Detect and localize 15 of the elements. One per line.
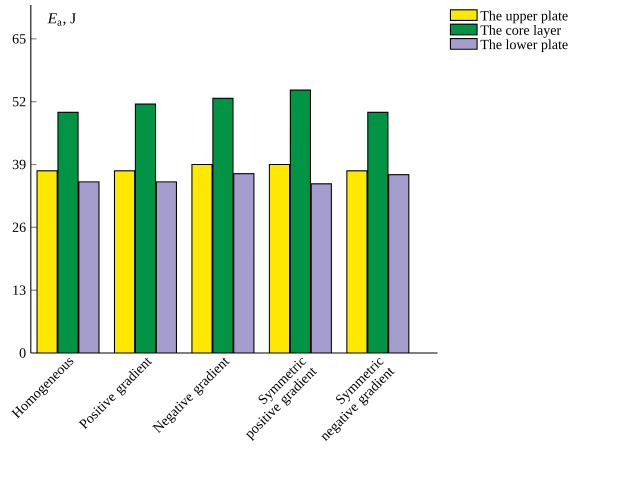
bar xyxy=(212,98,233,353)
y-tick-label: 65 xyxy=(12,34,26,44)
bar xyxy=(135,104,156,353)
y-tick-label: 26 xyxy=(12,222,26,232)
y-axis-title: E$_{a}$, J xyxy=(48,13,76,26)
y-tick-label: 13 xyxy=(13,285,26,295)
y-tick-label: 39 xyxy=(12,160,26,170)
legend-label: The upper plate xyxy=(480,10,568,24)
legend-label: The lower plate xyxy=(480,39,568,52)
y-tick-label: 0 xyxy=(20,348,26,358)
bar xyxy=(58,112,78,353)
bar xyxy=(367,112,388,353)
y-tick-label: 52 xyxy=(12,96,26,106)
legend-label: The core layer xyxy=(480,25,562,38)
bar xyxy=(290,90,310,353)
